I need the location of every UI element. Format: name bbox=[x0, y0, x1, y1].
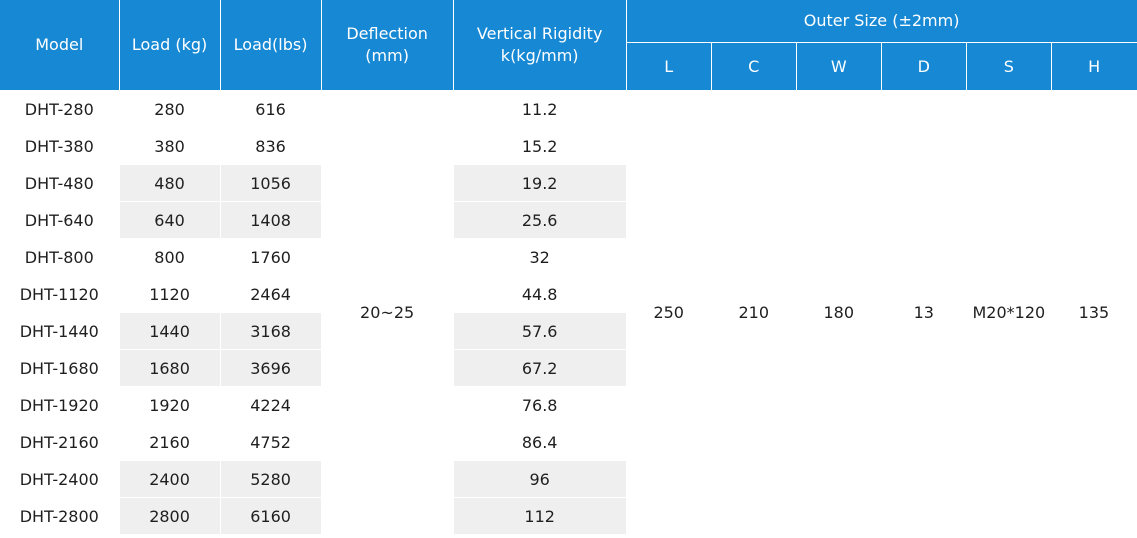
table-row: DHT-800 800 1760 32 bbox=[0, 238, 1137, 276]
cell-load-kg: 2160 bbox=[119, 423, 221, 461]
header-load-lbs: Load(lbs) bbox=[220, 0, 322, 91]
header-deflection: Deflection (mm) bbox=[321, 0, 454, 91]
header-size-d: D bbox=[881, 42, 967, 91]
cell-rigidity: 86.4 bbox=[453, 423, 627, 461]
cell-load-kg: 2800 bbox=[119, 497, 221, 535]
cell-model: DHT-1680 bbox=[0, 349, 120, 387]
size-d-value: 13 bbox=[881, 90, 967, 535]
cell-model: DHT-2800 bbox=[0, 497, 120, 535]
size-c-value: 210 bbox=[711, 90, 797, 535]
cell-load-kg: 640 bbox=[119, 201, 221, 239]
cell-load-kg: 1920 bbox=[119, 386, 221, 424]
cell-rigidity: 112 bbox=[453, 497, 627, 535]
header-rigidity-line1: Vertical Rigidity bbox=[476, 24, 603, 43]
cell-rigidity: 25.6 bbox=[453, 201, 627, 239]
cell-model: DHT-280 bbox=[0, 90, 120, 128]
size-s-value: M20*120 bbox=[966, 90, 1052, 535]
cell-load-kg: 380 bbox=[119, 127, 221, 165]
cell-rigidity: 96 bbox=[453, 460, 627, 498]
cell-load-kg: 1680 bbox=[119, 349, 221, 387]
cell-rigidity: 44.8 bbox=[453, 275, 627, 313]
cell-load-kg: 800 bbox=[119, 238, 221, 276]
table-row: DHT-380 380 836 15.2 bbox=[0, 127, 1137, 165]
cell-rigidity: 76.8 bbox=[453, 386, 627, 424]
header-load-kg: Load (kg) bbox=[119, 0, 221, 91]
table-row: DHT-2400 2400 5280 96 bbox=[0, 460, 1137, 498]
cell-rigidity: 15.2 bbox=[453, 127, 627, 165]
table-header: Model Load (kg) Load(lbs) Deflection (mm… bbox=[0, 0, 1137, 91]
cell-load-lbs: 1056 bbox=[220, 164, 322, 202]
cell-model: DHT-800 bbox=[0, 238, 120, 276]
cell-model: DHT-1440 bbox=[0, 312, 120, 350]
header-size-s: S bbox=[966, 42, 1052, 91]
cell-load-kg: 280 bbox=[119, 90, 221, 128]
header-size-c: C bbox=[711, 42, 797, 91]
cell-rigidity: 11.2 bbox=[453, 90, 627, 128]
cell-rigidity: 57.6 bbox=[453, 312, 627, 350]
table-row: DHT-640 640 1408 25.6 bbox=[0, 201, 1137, 239]
cell-model: DHT-2400 bbox=[0, 460, 120, 498]
header-size-l: L bbox=[626, 42, 712, 91]
cell-load-lbs: 616 bbox=[220, 90, 322, 128]
size-h-value: 135 bbox=[1051, 90, 1137, 535]
cell-load-kg: 2400 bbox=[119, 460, 221, 498]
cell-model: DHT-1120 bbox=[0, 275, 120, 313]
cell-load-lbs: 1760 bbox=[220, 238, 322, 276]
cell-load-kg: 480 bbox=[119, 164, 221, 202]
header-size-h: H bbox=[1051, 42, 1137, 91]
cell-load-kg: 1440 bbox=[119, 312, 221, 350]
table-row: DHT-1440 1440 3168 57.6 bbox=[0, 312, 1137, 350]
header-size-w: W bbox=[796, 42, 882, 91]
size-w-value: 180 bbox=[796, 90, 882, 535]
cell-load-lbs: 2464 bbox=[220, 275, 322, 313]
cell-load-lbs: 836 bbox=[220, 127, 322, 165]
cell-model: DHT-380 bbox=[0, 127, 120, 165]
table-row: DHT-2800 2800 6160 112 bbox=[0, 497, 1137, 535]
cell-load-lbs: 6160 bbox=[220, 497, 322, 535]
header-rigidity-line2: k(kg/mm) bbox=[500, 46, 579, 65]
table-row: DHT-1920 1920 4224 76.8 bbox=[0, 386, 1137, 424]
cell-load-lbs: 3696 bbox=[220, 349, 322, 387]
cell-model: DHT-2160 bbox=[0, 423, 120, 461]
table-body: DHT-280 280 616 20~25 11.2 250 210 180 13 M20*120… bbox=[0, 90, 1137, 535]
header-vertical-rigidity: Vertical Rigidity k(kg/mm) bbox=[453, 0, 627, 91]
cell-rigidity: 32 bbox=[453, 238, 627, 276]
cell-model: DHT-640 bbox=[0, 201, 120, 239]
cell-model: DHT-1920 bbox=[0, 386, 120, 424]
table-row: DHT-280 280 616 20~25 11.2 250 210 180 13 M20*120… bbox=[0, 90, 1137, 535]
table-row: DHT-2160 2160 4752 86.4 bbox=[0, 423, 1137, 461]
cell-load-lbs: 4752 bbox=[220, 423, 322, 461]
size-l-value: 250 bbox=[626, 90, 712, 535]
cell-load-lbs: 1408 bbox=[220, 201, 322, 239]
cell-load-lbs: 4224 bbox=[220, 386, 322, 424]
cell-deflection: 20~25 bbox=[321, 90, 454, 535]
cell-model: DHT-480 bbox=[0, 164, 120, 202]
table-row: DHT-1120 1120 2464 44.8 bbox=[0, 275, 1137, 313]
cell-rigidity: 19.2 bbox=[453, 164, 627, 202]
cell-rigidity: 67.2 bbox=[453, 349, 627, 387]
cell-load-lbs: 3168 bbox=[220, 312, 322, 350]
cell-load-lbs: 5280 bbox=[220, 460, 322, 498]
table-row: DHT-480 480 1056 19.2 bbox=[0, 164, 1137, 202]
cell-load-kg: 1120 bbox=[119, 275, 221, 313]
header-model: Model bbox=[0, 0, 120, 91]
table-row: DHT-1680 1680 3696 67.2 bbox=[0, 349, 1137, 387]
header-outer-size: Outer Size (±2mm) bbox=[626, 0, 1137, 43]
